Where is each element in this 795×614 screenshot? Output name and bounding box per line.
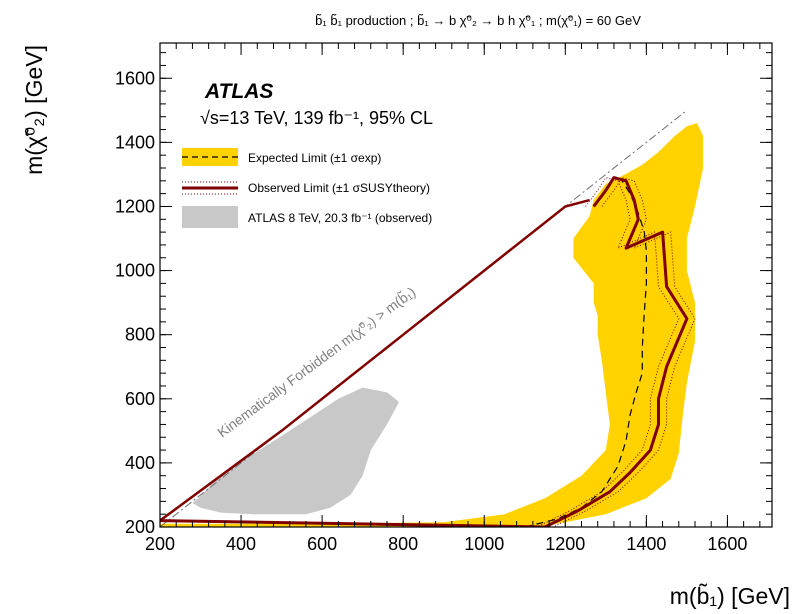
legend-expected-band: [182, 148, 238, 166]
y-tick-label: 1400: [115, 132, 155, 152]
legend-expected-label: Expected Limit (±1 σexp): [248, 151, 381, 165]
y-tick-label: 1600: [115, 68, 155, 88]
x-tick-label: 400: [226, 534, 256, 554]
atlas-label: ATLAS: [204, 80, 273, 103]
x-tick-label: 200: [145, 534, 175, 554]
observed-limit-line: [160, 176, 689, 527]
x-tick-label: 1000: [464, 534, 504, 554]
x-axis-title: m(b̃₁) [GeV]: [670, 583, 790, 609]
observed-limit-diagonal: [160, 198, 590, 522]
plot-regions: [160, 109, 704, 527]
energy-label: √s=13 TeV, 139 fb⁻¹, 95% CL: [200, 108, 433, 128]
y-tick-label: 400: [125, 453, 155, 473]
observed-theory-up: [168, 177, 696, 527]
plot-frame: [159, 42, 773, 528]
x-tick-label: 1400: [626, 534, 666, 554]
x-tick-label: 600: [307, 534, 337, 554]
expected-limit-line: [524, 180, 648, 527]
legend-atlas8-swatch: [182, 206, 238, 228]
y-tick-label: 600: [125, 389, 155, 409]
chart-top-title: b̃₁ b̃₁ production ; b̃₁ → b χ̃⁰₂ → b h …: [315, 13, 641, 28]
y-tick-label: 200: [125, 517, 155, 537]
y-axis-title: m(χ̃⁰₂) [GeV]: [21, 45, 47, 175]
atlas8-region: [192, 387, 400, 515]
expected-band: [160, 123, 704, 527]
y-tick-label: 800: [125, 325, 155, 345]
x-tick-label: 800: [388, 534, 418, 554]
axis-ticks: 200 400 600 800 1000 1200 1400 1600 200 400 600 800…: [115, 43, 772, 554]
legend-observed-label: Observed Limit (±1 σSUSYtheory): [248, 181, 430, 195]
legend: Expected Limit (±1 σexp) Observed Limit …: [182, 148, 432, 228]
observed-theory-down: [160, 177, 680, 527]
x-tick-label: 1600: [707, 534, 747, 554]
legend-atlas8-label: ATLAS 8 TeV, 20.3 fb⁻¹ (observed): [248, 211, 432, 225]
x-tick-label: 1200: [545, 534, 585, 554]
y-tick-label: 1200: [115, 196, 155, 216]
y-tick-label: 1000: [115, 261, 155, 281]
